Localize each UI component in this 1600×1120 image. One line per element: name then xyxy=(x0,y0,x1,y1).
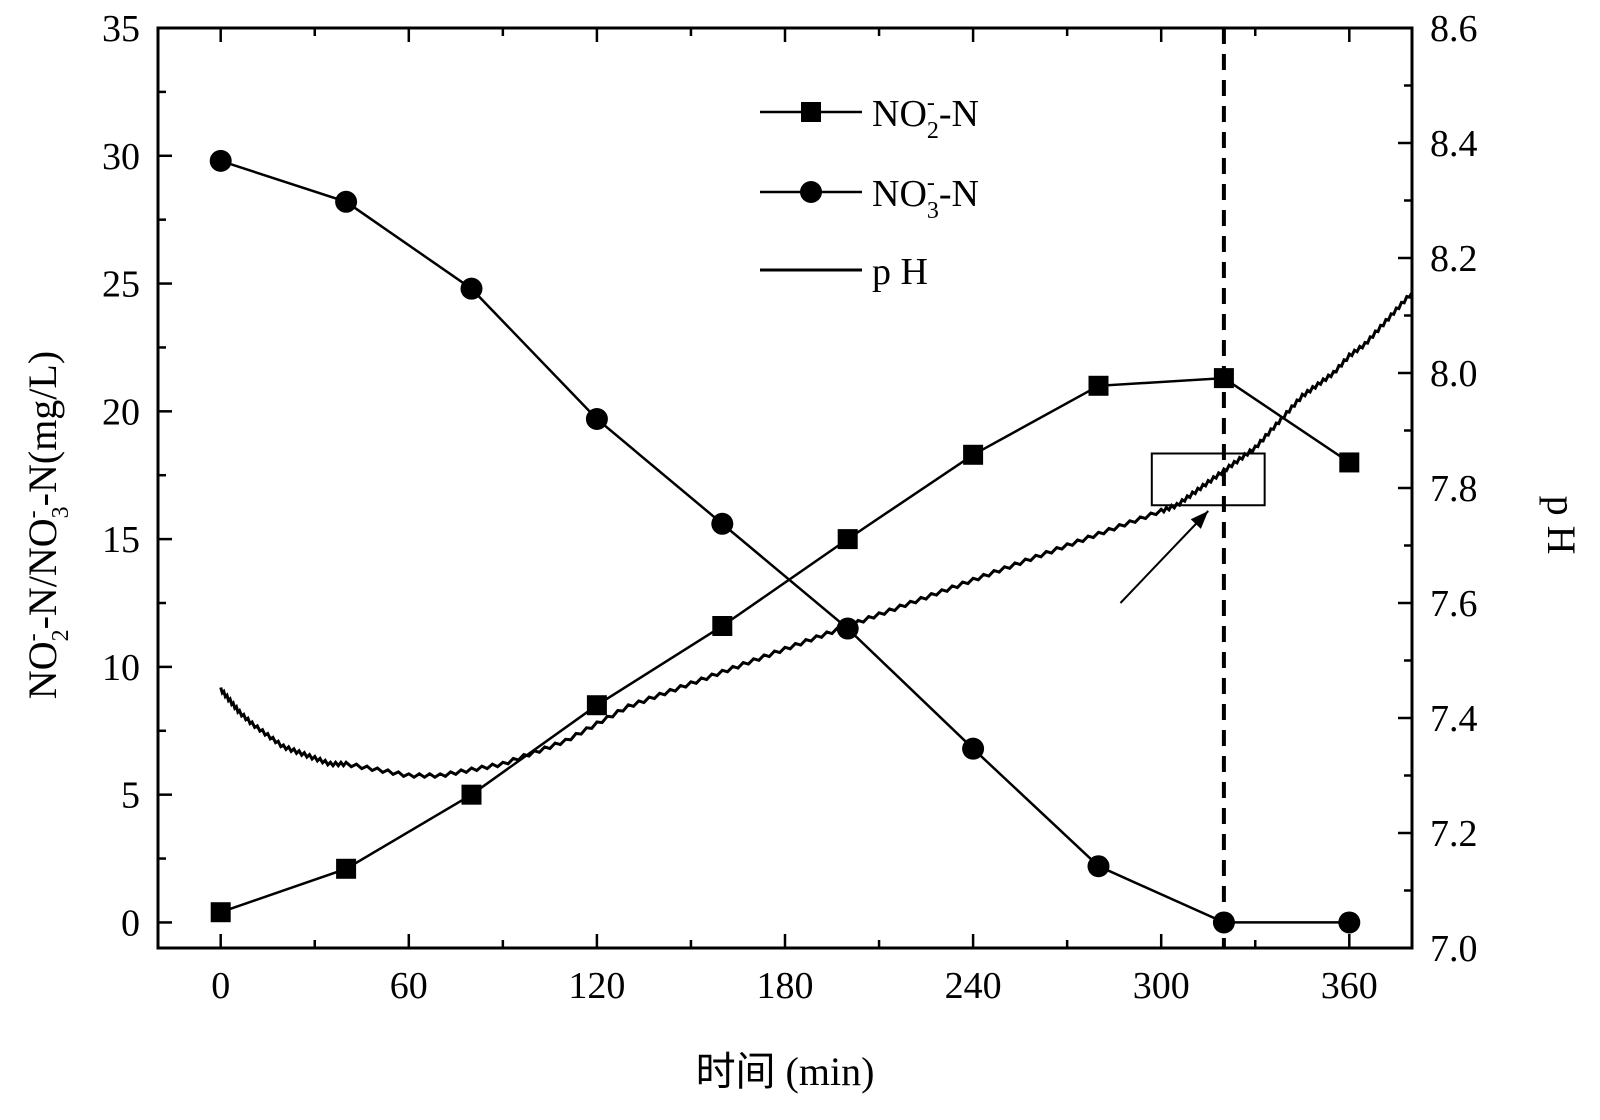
y-left-tick-label: 25 xyxy=(102,264,140,306)
legend-square-marker xyxy=(801,102,821,122)
x-tick-label: 240 xyxy=(945,965,1002,1007)
legend-circle-marker xyxy=(800,181,822,203)
y-right-tick-label: 7.0 xyxy=(1430,928,1478,970)
no3-point xyxy=(962,737,985,760)
no2-point xyxy=(1088,375,1109,396)
no2-point xyxy=(336,858,357,879)
no3-point xyxy=(460,277,483,300)
no2-point xyxy=(210,902,231,923)
y-right-tick-label: 7.8 xyxy=(1430,468,1478,510)
y-right-tick-label: 8.4 xyxy=(1430,123,1478,165)
no3-point xyxy=(1212,911,1235,934)
x-tick-label: 120 xyxy=(568,965,625,1007)
no3-point xyxy=(335,190,358,213)
no3-series-line xyxy=(220,159,1350,924)
y-left-tick-label: 35 xyxy=(102,8,140,50)
no2-point xyxy=(963,444,984,465)
no2-point xyxy=(1213,368,1234,389)
y-right-axis-title: p H xyxy=(1539,496,1584,555)
x-tick-label: 360 xyxy=(1321,965,1378,1007)
y-left-tick-label: 20 xyxy=(102,391,140,433)
y-left-tick-label: 30 xyxy=(102,136,140,178)
no2-point xyxy=(586,695,607,716)
x-tick-label: 0 xyxy=(211,965,230,1007)
no3-point xyxy=(1087,855,1110,878)
legend-label: p H xyxy=(872,251,928,293)
arrow-head xyxy=(1190,511,1209,529)
annotations xyxy=(1119,28,1266,948)
no3-point xyxy=(836,617,859,640)
y-right-tick-label: 7.4 xyxy=(1430,698,1478,740)
arrow-shaft xyxy=(1119,510,1209,604)
no2-point xyxy=(1339,452,1360,473)
y-left-tick-label: 0 xyxy=(121,902,140,944)
y-right-tick-label: 7.2 xyxy=(1430,813,1478,855)
x-tick-label: 60 xyxy=(390,965,428,1007)
no2-point xyxy=(712,616,733,636)
x-axis-title: 时间 (min) xyxy=(696,1049,875,1094)
legend-label: NO-2-N xyxy=(872,90,979,144)
no3-point xyxy=(209,149,232,172)
y-left-tick-label: 5 xyxy=(121,775,140,817)
series-group xyxy=(209,149,1414,934)
legend: NO-2-N NO-3-N p H xyxy=(760,90,979,293)
y-right-tick-label: 8.0 xyxy=(1430,353,1478,395)
no3-point xyxy=(1338,911,1361,934)
x-tick-label: 300 xyxy=(1133,965,1190,1007)
y-right-tick-label: 8.6 xyxy=(1430,8,1478,50)
no2-point xyxy=(461,784,482,805)
y-left-tick-label: 15 xyxy=(102,519,140,561)
ticks: 0 60 120 180 240 300 360 0 5 10 15 20 25 30 35 7.0 7.2 7.… xyxy=(102,8,1478,1007)
no2-point xyxy=(837,529,858,550)
y-right-tick-label: 7.6 xyxy=(1430,583,1478,625)
y-right-tick-label: 8.2 xyxy=(1430,238,1478,280)
y-left-tick-label: 10 xyxy=(102,647,140,689)
highlight-box xyxy=(1150,452,1266,507)
y-left-axis-title: NO-2-N/NO-3-N(mg/L) xyxy=(20,351,74,699)
no3-point xyxy=(585,408,608,430)
ph-series-line xyxy=(219,291,1414,779)
no3-point xyxy=(711,512,734,535)
x-tick-label: 180 xyxy=(757,965,814,1007)
no2-series-line xyxy=(220,376,1350,914)
legend-label: NO-3-N xyxy=(872,170,979,224)
